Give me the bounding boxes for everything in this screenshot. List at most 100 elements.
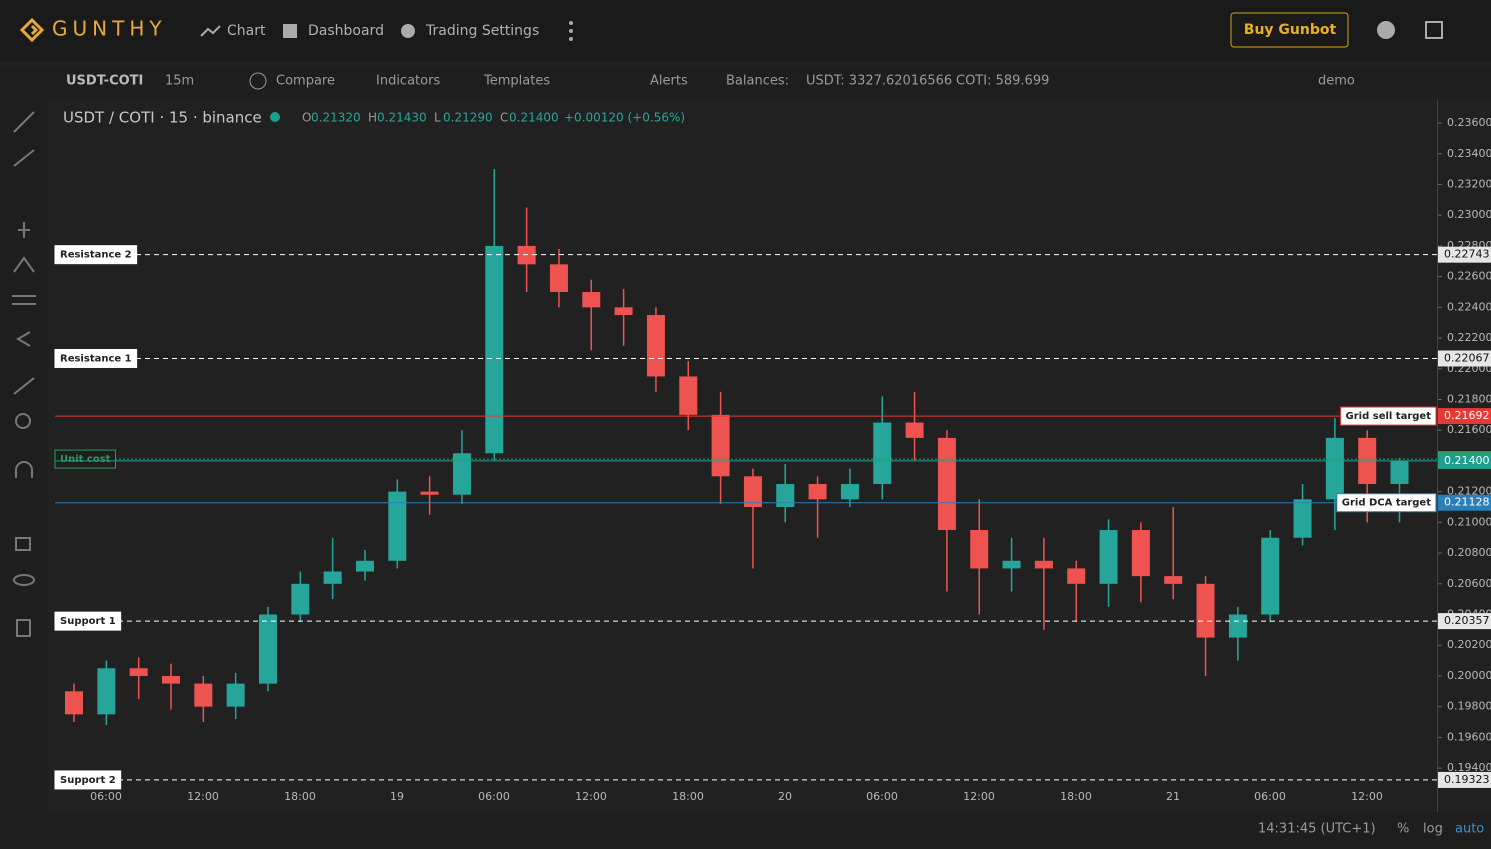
y-tick-label: 0.20000 bbox=[1447, 669, 1491, 682]
ohlc-key: H bbox=[368, 111, 377, 125]
nav-item[interactable]: Chart bbox=[227, 23, 266, 39]
level-label: Unit cost bbox=[54, 449, 116, 469]
y-tick-label: 0.23400 bbox=[1447, 147, 1491, 160]
level-name: Grid DCA target bbox=[1342, 498, 1431, 509]
dashboard-icon bbox=[283, 24, 297, 38]
y-tick-label: 0.22400 bbox=[1447, 300, 1491, 313]
option[interactable]: auto bbox=[1455, 822, 1484, 837]
balances-label: Balances: bbox=[726, 74, 789, 89]
level-box bbox=[54, 449, 116, 469]
toolbar-item[interactable]: Alerts bbox=[650, 74, 688, 89]
level-name: Support 2 bbox=[60, 775, 116, 786]
candle-body bbox=[549, 264, 568, 292]
level-name: Unit cost bbox=[60, 454, 111, 465]
candle-body bbox=[355, 560, 374, 572]
level-box bbox=[54, 348, 138, 368]
level-box bbox=[1340, 406, 1437, 426]
candle-body bbox=[679, 376, 698, 415]
y-tick-label: 0.20800 bbox=[1447, 546, 1491, 559]
buy-button[interactable] bbox=[1230, 12, 1349, 48]
level-name: Resistance 2 bbox=[60, 250, 132, 261]
candle-body bbox=[129, 668, 148, 676]
interval[interactable]: 15m bbox=[165, 74, 194, 89]
y-tick-label: 0.20200 bbox=[1447, 638, 1491, 651]
axis-border bbox=[1437, 100, 1438, 812]
top-bar bbox=[0, 0, 1491, 62]
candle-body bbox=[452, 453, 471, 495]
y-tick-label: 0.22600 bbox=[1447, 270, 1491, 283]
candle-body bbox=[161, 675, 180, 684]
candle-body bbox=[1034, 560, 1053, 569]
x-tick-label: 12:00 bbox=[187, 790, 219, 803]
candle-body bbox=[1164, 576, 1183, 584]
x-tick-label: 20 bbox=[778, 790, 792, 803]
toolbar-item[interactable]: Templates bbox=[483, 74, 550, 89]
candle-body bbox=[970, 530, 989, 569]
candle-body bbox=[937, 437, 956, 531]
price-tag bbox=[1438, 771, 1491, 788]
x-tick-label: 18:00 bbox=[672, 790, 704, 803]
candle-body bbox=[388, 491, 407, 561]
y-tick-label: 0.19400 bbox=[1447, 761, 1491, 774]
level-box bbox=[54, 245, 138, 265]
candle-body bbox=[226, 683, 245, 707]
candle-body bbox=[1261, 537, 1280, 615]
x-tick-label: 06:00 bbox=[90, 790, 122, 803]
buy-button-label[interactable]: Buy Gunbot bbox=[1244, 22, 1337, 38]
x-tick-label: 12:00 bbox=[1351, 790, 1383, 803]
ohlc-key: O bbox=[302, 111, 311, 125]
price-tag-label: 0.22743 bbox=[1444, 248, 1490, 261]
y-tick-label: 0.21800 bbox=[1447, 392, 1491, 405]
y-tick-label: 0.21000 bbox=[1447, 515, 1491, 528]
candle-body bbox=[194, 683, 213, 707]
user-icon[interactable] bbox=[1377, 21, 1395, 39]
toolbar-item[interactable]: Indicators bbox=[376, 74, 440, 89]
candle-body bbox=[1325, 437, 1344, 500]
price-tag-label: 0.22067 bbox=[1444, 351, 1490, 364]
price-tag-label: 0.19323 bbox=[1444, 773, 1490, 786]
option[interactable]: log bbox=[1423, 822, 1443, 837]
logo: GUNTHY bbox=[52, 17, 167, 41]
toolbar-item[interactable]: Compare bbox=[276, 74, 335, 89]
ohlc-value: 0.21320 bbox=[311, 111, 361, 125]
price-tag bbox=[1438, 246, 1491, 263]
candle-body bbox=[1196, 583, 1215, 638]
nav-item[interactable]: Trading Settings bbox=[425, 23, 539, 39]
nav-item[interactable]: Dashboard bbox=[308, 23, 384, 39]
settings-icon bbox=[401, 24, 415, 38]
y-tick-label: 0.19800 bbox=[1447, 700, 1491, 713]
tool-icons bbox=[12, 111, 36, 637]
x-tick-label: 18:00 bbox=[1060, 790, 1092, 803]
price-tag-label: 0.20357 bbox=[1444, 614, 1490, 627]
symbol[interactable]: USDT-COTI bbox=[66, 74, 143, 89]
ohlc: O 0.21320 H 0.21430 L 0.21290 C 0.21400 +0.00120… bbox=[302, 111, 685, 125]
option[interactable]: % bbox=[1397, 822, 1409, 837]
x-tick-label: 06:00 bbox=[478, 790, 510, 803]
price-tag-label: 0.21128 bbox=[1444, 496, 1490, 509]
toolbar bbox=[0, 66, 1491, 98]
candle-body bbox=[420, 491, 439, 495]
more-icon[interactable] bbox=[569, 21, 573, 41]
y-tick-label: 0.23200 bbox=[1447, 177, 1491, 190]
ohlc-key: C bbox=[500, 111, 508, 125]
level-label: Support 2 bbox=[54, 770, 122, 790]
x-tick-label: 12:00 bbox=[575, 790, 607, 803]
level-box bbox=[1336, 493, 1437, 513]
account[interactable]: demo bbox=[1318, 74, 1355, 89]
status-dot bbox=[270, 112, 280, 122]
candle-body bbox=[646, 315, 665, 377]
candle-body bbox=[323, 571, 342, 584]
price-tag-label: 0.21692 bbox=[1444, 409, 1490, 422]
candle-body bbox=[97, 668, 116, 715]
balance: USDT: 3327.62016566 bbox=[806, 74, 952, 89]
y-tick-label: 0.21200 bbox=[1447, 485, 1491, 498]
candle-body bbox=[711, 414, 730, 477]
y-tick-label: 0.21600 bbox=[1447, 423, 1491, 436]
legend-pair: USDT / COTI · 15 · binance bbox=[63, 109, 262, 127]
logout-icon[interactable] bbox=[1425, 21, 1443, 39]
price-tag bbox=[1438, 408, 1491, 425]
balance: COTI: 589.699 bbox=[956, 74, 1049, 89]
candle-body bbox=[873, 422, 892, 484]
logo-icon bbox=[19, 17, 45, 43]
price-tag bbox=[1438, 350, 1491, 367]
